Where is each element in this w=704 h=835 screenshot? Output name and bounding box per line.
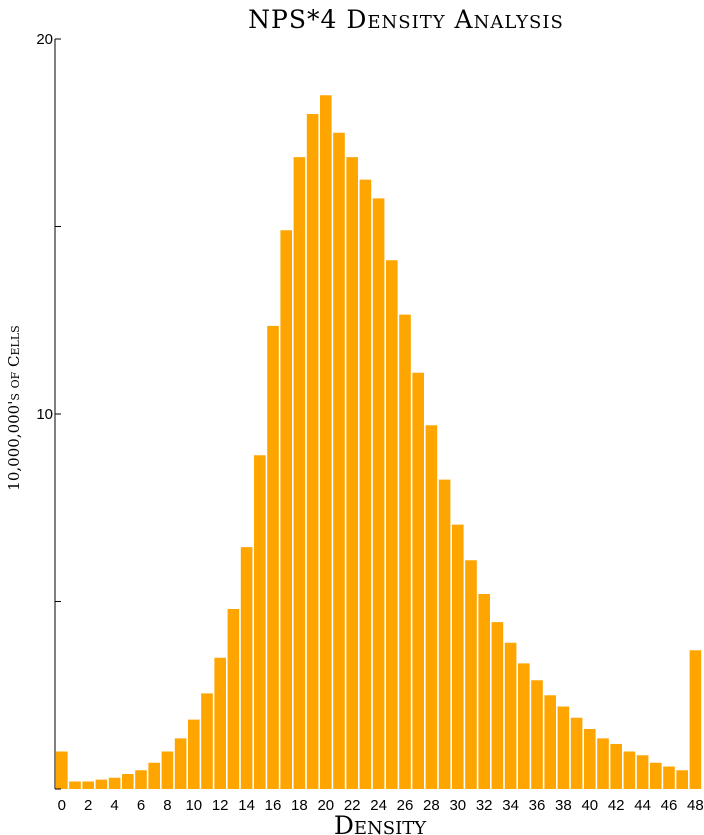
bar-35 — [518, 663, 530, 790]
x-tick-label-24: 24 — [370, 797, 387, 814]
bar-6 — [135, 770, 147, 789]
x-tick-label-38: 38 — [555, 797, 572, 814]
bar-44 — [636, 755, 649, 789]
x-tick-label-22: 22 — [344, 797, 361, 814]
bar-24 — [372, 198, 385, 790]
bars-layer — [56, 95, 702, 790]
x-tick-label-10: 10 — [185, 797, 202, 814]
x-tick-label-40: 40 — [581, 797, 598, 814]
bar-1 — [69, 781, 81, 789]
bar-15 — [254, 455, 266, 789]
bar-12 — [214, 657, 226, 789]
x-axis-title: Density — [334, 811, 427, 835]
bar-27 — [412, 372, 424, 789]
bar-11 — [201, 693, 213, 790]
y-axis-title: 10,000,000's of Cells — [5, 325, 23, 490]
bar-23 — [359, 179, 372, 790]
bar-48 — [689, 650, 702, 789]
x-tick-label-18: 18 — [291, 797, 308, 814]
bar-20 — [320, 95, 332, 789]
bar-36 — [531, 680, 543, 789]
bar-14 — [240, 547, 253, 790]
bar-37 — [544, 695, 556, 789]
bar-8 — [161, 751, 174, 789]
bar-22 — [346, 157, 358, 790]
bar-32 — [478, 594, 490, 789]
bar-5 — [122, 774, 134, 789]
x-tick-label-32: 32 — [476, 797, 493, 814]
bar-18 — [293, 157, 306, 790]
x-tick-label-14: 14 — [238, 797, 255, 814]
bar-29 — [438, 479, 451, 790]
x-tick-label-30: 30 — [449, 797, 466, 814]
x-tick-label-42: 42 — [608, 797, 625, 814]
bar-26 — [399, 314, 411, 789]
x-tick-label-34: 34 — [502, 797, 519, 814]
bar-16 — [267, 325, 279, 789]
bar-25 — [386, 260, 398, 789]
bar-47 — [676, 770, 688, 789]
x-tick-label-6: 6 — [137, 797, 145, 814]
bar-40 — [584, 729, 596, 789]
bar-19 — [306, 114, 319, 789]
bar-43 — [623, 751, 636, 789]
bar-3 — [95, 779, 108, 790]
bar-13 — [227, 609, 240, 789]
x-tick-label-48: 48 — [687, 797, 704, 814]
x-tick-label-12: 12 — [212, 797, 229, 814]
bar-38 — [557, 706, 570, 789]
x-tick-label-4: 4 — [110, 797, 118, 814]
bar-45 — [650, 762, 662, 789]
x-tick-label-36: 36 — [529, 797, 546, 814]
y-tick-label-10: 10 — [36, 406, 53, 423]
bar-42 — [610, 744, 622, 789]
x-tick-label-46: 46 — [661, 797, 678, 814]
bar-41 — [597, 738, 609, 790]
bar-21 — [333, 132, 345, 789]
bar-34 — [504, 642, 517, 789]
chart-title: NPS*4 Density Analysis — [248, 5, 564, 34]
bar-30 — [452, 524, 464, 790]
bar-10 — [188, 719, 200, 790]
x-tick-label-26: 26 — [397, 797, 414, 814]
x-tick-label-44: 44 — [634, 797, 651, 814]
x-tick-label-2: 2 — [84, 797, 92, 814]
x-tick-label-20: 20 — [317, 797, 334, 814]
bar-2 — [82, 781, 94, 789]
bar-28 — [425, 425, 438, 789]
bar-0 — [56, 751, 68, 789]
bar-33 — [491, 622, 504, 790]
bar-4 — [108, 777, 121, 789]
x-tick-label-0: 0 — [58, 797, 66, 814]
bar-31 — [465, 560, 477, 789]
bar-46 — [663, 766, 675, 789]
bar-7 — [148, 762, 160, 789]
x-tick-label-28: 28 — [423, 797, 440, 814]
x-tick-label-8: 8 — [163, 797, 171, 814]
y-tick-label-20: 20 — [36, 31, 53, 48]
bar-17 — [280, 230, 292, 789]
x-tick-label-16: 16 — [265, 797, 282, 814]
bar-39 — [570, 717, 583, 789]
bar-9 — [174, 738, 187, 790]
